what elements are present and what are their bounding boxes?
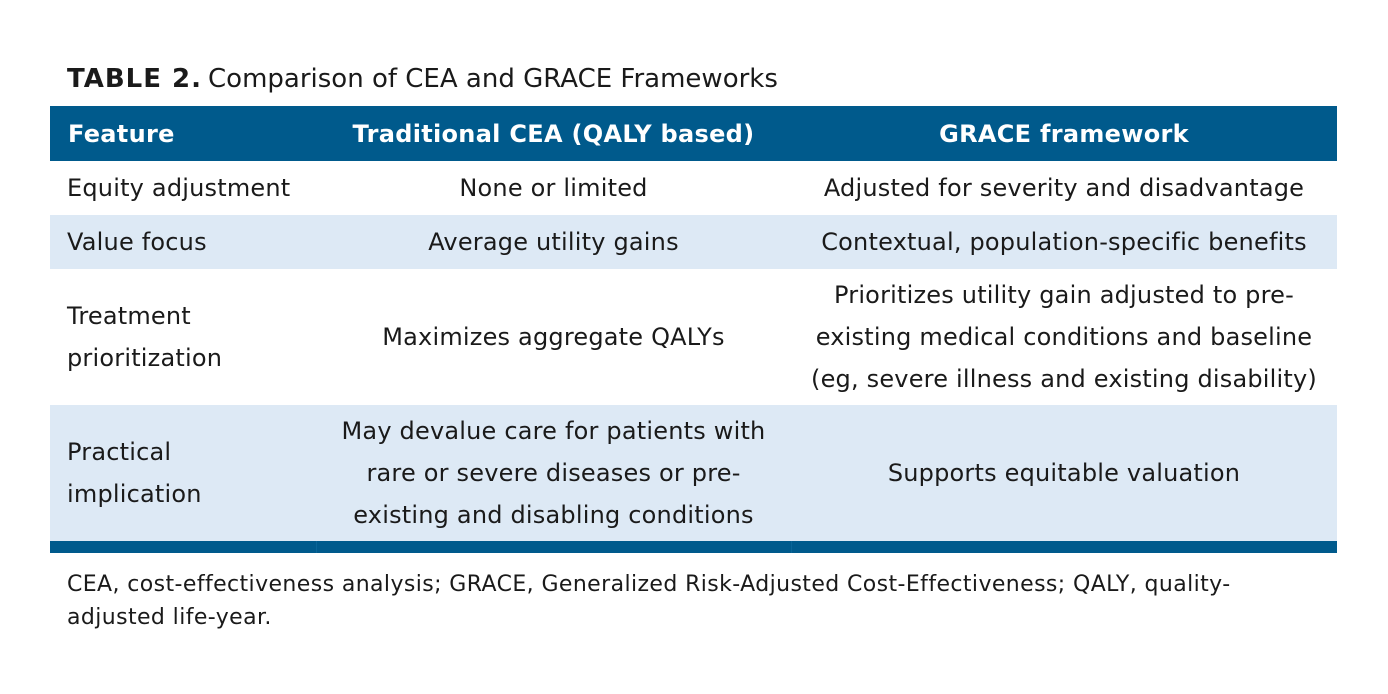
header-grace-framework: GRACE framework <box>791 106 1337 161</box>
bottom-bar-segment <box>50 541 316 553</box>
cell-grace: Prioritizes utility gain adjusted to pre… <box>791 269 1337 405</box>
cell-feature: Equity adjustment <box>50 161 316 215</box>
cell-feature: Value focus <box>50 215 316 269</box>
header-traditional-cea: Traditional CEA (QALY based) <box>316 106 791 161</box>
table-label: TABLE 2. <box>67 64 203 94</box>
bottom-bar-segment <box>790 541 1337 553</box>
cell-cea: May devalue care for patients with rare … <box>316 405 791 541</box>
cell-grace: Contextual, population-specific benefits <box>791 215 1337 269</box>
table-row: Equity adjustment None or limited Adjust… <box>50 161 1337 215</box>
table-title: Comparison of CEA and GRACE Frameworks <box>208 64 778 94</box>
cell-grace: Supports equitable valuation <box>791 405 1337 541</box>
table-bottom-bar <box>50 541 1337 553</box>
table-header-row: Feature Traditional CEA (QALY based) GRA… <box>50 106 1337 161</box>
bottom-bar-segment <box>315 541 791 553</box>
table-row: Value focus Average utility gains Contex… <box>50 215 1337 269</box>
cell-cea: Average utility gains <box>316 215 791 269</box>
cell-grace: Adjusted for severity and disadvantage <box>791 161 1337 215</box>
table-row: Practical implication May devalue care f… <box>50 405 1337 541</box>
table-footnote: CEA, cost-effectiveness analysis; GRACE,… <box>67 572 1231 630</box>
comparison-table: Feature Traditional CEA (QALY based) GRA… <box>50 106 1337 553</box>
table-caption: TABLE 2. Comparison of CEA and GRACE Fram… <box>67 62 778 96</box>
table-row: Treatment prioritization Maximizes aggre… <box>50 269 1337 405</box>
cell-feature: Practical implication <box>50 405 316 541</box>
cell-feature: Treatment prioritization <box>50 269 316 405</box>
cell-cea: None or limited <box>316 161 791 215</box>
cell-cea: Maximizes aggregate QALYs <box>316 269 791 405</box>
header-feature: Feature <box>50 106 316 161</box>
